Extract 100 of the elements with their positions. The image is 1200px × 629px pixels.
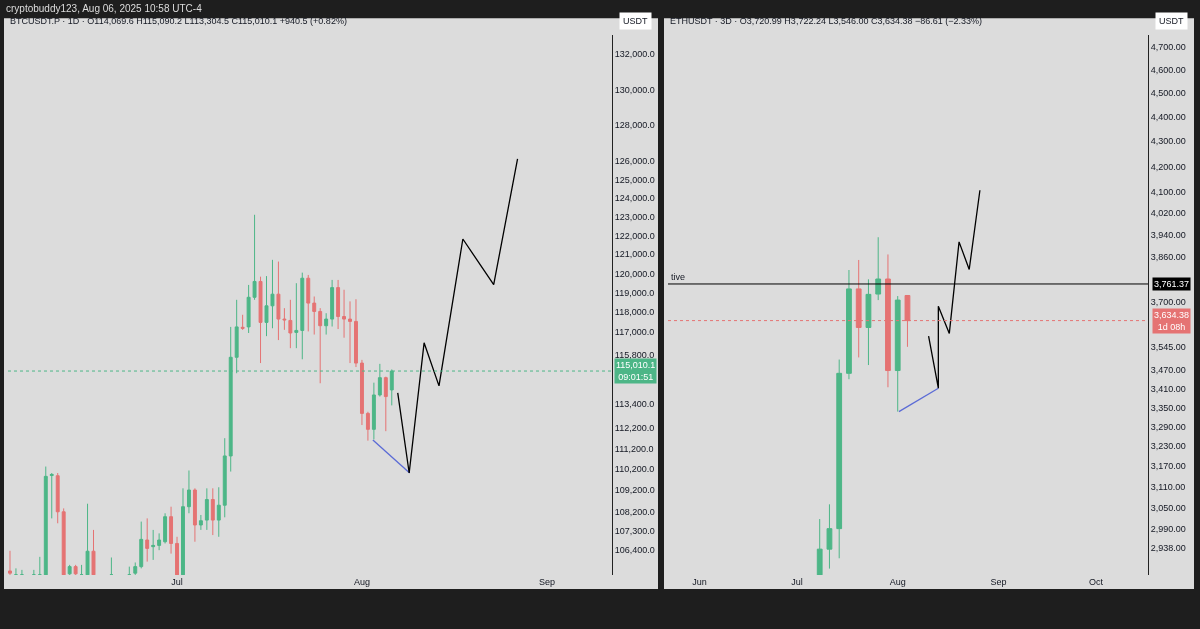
candlestick — [186, 470, 191, 514]
candlestick — [865, 278, 872, 366]
chart-title: ETHUSDT · 3D · O3,720.99 H3,722.24 L3,546.00 C3,634.38 −86.61 (−2.33%) — [670, 16, 983, 26]
candlestick — [875, 236, 882, 301]
y-tick-label: 123,000.0 — [614, 211, 655, 222]
y-tick-label: 3,110.00 — [1150, 481, 1186, 492]
x-tick-label: Jun — [692, 576, 707, 587]
candlestick — [318, 307, 323, 384]
candlestick — [288, 299, 293, 349]
candlestick — [49, 472, 54, 519]
candlestick — [294, 282, 299, 349]
candlestick — [8, 550, 12, 575]
y-tick-label: 3,290.00 — [1150, 421, 1186, 432]
y-tick-label: 126,000.0 — [614, 156, 655, 167]
candlestick — [139, 521, 144, 569]
candlestick — [181, 487, 185, 575]
x-tick-label: Aug — [889, 576, 906, 587]
candlestick — [836, 359, 843, 559]
candlestick — [216, 486, 221, 538]
y-tick-label: 3,410.00 — [1150, 383, 1186, 394]
candlestick — [359, 359, 364, 426]
y-tick-label: 115,800.0 — [614, 350, 655, 361]
candlestick — [894, 295, 901, 413]
candlestick — [13, 567, 18, 575]
y-tick-label: 106,400.0 — [614, 545, 655, 556]
y-tick-label: 3,545.00 — [1150, 342, 1186, 353]
y-tick-label: 112,200.0 — [614, 423, 655, 434]
y-tick-label: 122,000.0 — [614, 230, 655, 241]
candlestick — [816, 518, 823, 575]
y-tick-label: 130,000.0 — [614, 84, 655, 95]
text: cryptobuddy123, Aug 06, 2025 10:58 UTC-4 — [6, 3, 203, 14]
candlestick — [91, 529, 96, 575]
candlestick — [85, 503, 90, 575]
x-tick-label: Sep — [990, 576, 1007, 587]
x-tick-label: Aug — [353, 576, 370, 587]
y-tick-label: 2,990.00 — [1150, 523, 1186, 534]
y-tick-label: 108,200.0 — [614, 506, 655, 517]
candlestick — [312, 296, 317, 336]
candlestick — [204, 487, 209, 531]
y-tick-label: 3,700.00 — [1150, 296, 1186, 307]
x-tick-label: Jul — [171, 576, 183, 587]
candlestick — [826, 503, 833, 570]
candlestick — [198, 514, 203, 531]
y-tick-label: 124,000.0 — [614, 193, 655, 204]
candlestick — [330, 279, 335, 327]
candlestick — [342, 289, 347, 339]
x-tick-label: Sep — [538, 576, 555, 587]
y-tick-label: 4,400.00 — [1150, 111, 1186, 122]
y-tick-label: 3,470.00 — [1150, 365, 1186, 376]
y-tick-label: 3,050.00 — [1150, 502, 1186, 513]
candlestick — [55, 472, 60, 524]
x-tick-label: Jul — [791, 576, 803, 587]
y-tick-label: 3,170.00 — [1150, 461, 1186, 472]
candlestick — [157, 532, 162, 551]
y-tick-label: 3,230.00 — [1150, 441, 1186, 452]
annotation: tive — [671, 272, 686, 282]
candlestick — [348, 300, 352, 364]
ref-line-label: 3,761.37 — [1154, 279, 1190, 289]
candlestick — [383, 376, 388, 432]
candlestick — [175, 536, 179, 575]
candlestick — [222, 437, 227, 518]
y-axis-title: USDT — [623, 16, 648, 26]
candlestick — [43, 466, 48, 575]
ref-line-label: 115,010.1 09:01:51 — [616, 360, 656, 382]
candlestick — [306, 274, 311, 332]
y-tick-label: 119,000.0 — [614, 287, 655, 298]
candlestick — [336, 279, 341, 330]
y-tick-label: 125,000.0 — [614, 174, 655, 185]
y-tick-label: 109,200.0 — [614, 485, 655, 496]
y-tick-label: 3,940.00 — [1150, 229, 1186, 240]
y-tick-label: 4,600.00 — [1150, 64, 1186, 75]
y-tick-label: 121,000.0 — [614, 249, 655, 260]
chart-title: BTCUSDT.P · 1D · O114,069.6 H115,090.2 L113,304.5 C115,010.1 +940.5 (+0.82%) — [10, 16, 347, 26]
y-tick-label: 117,000.0 — [614, 326, 655, 337]
y-tick-label: 118,000.0 — [614, 307, 655, 318]
candlestick — [258, 276, 263, 364]
candlestick — [210, 487, 215, 536]
y-tick-label: 3,350.00 — [1150, 402, 1186, 413]
candlestick — [324, 312, 329, 336]
candlestick — [163, 512, 168, 544]
candlestick — [145, 517, 150, 563]
y-tick-label: 4,020.00 — [1150, 208, 1186, 219]
y-tick-label: 4,200.00 — [1150, 161, 1186, 172]
candlestick — [109, 556, 114, 575]
y-tick-label: 2,938.00 — [1150, 542, 1186, 553]
x-tick-label: Oct — [1088, 576, 1104, 587]
y-tick-label: 107,300.0 — [614, 525, 655, 536]
line-series — [397, 158, 519, 474]
candlestick — [151, 529, 156, 561]
y-tick-label: 111,200.0 — [614, 443, 654, 454]
y-tick-label: 110,200.0 — [614, 464, 655, 475]
y-tick-label: 4,300.00 — [1150, 136, 1186, 147]
candlestick — [365, 411, 370, 442]
candlestick — [79, 564, 84, 575]
candlestick — [133, 561, 138, 575]
y-tick-label: 4,500.00 — [1150, 88, 1186, 98]
y-tick-label: 113,400.0 — [614, 398, 655, 409]
candlestick — [846, 269, 852, 380]
candlestick — [67, 564, 72, 575]
y-tick-label: 4,100.00 — [1150, 187, 1186, 198]
